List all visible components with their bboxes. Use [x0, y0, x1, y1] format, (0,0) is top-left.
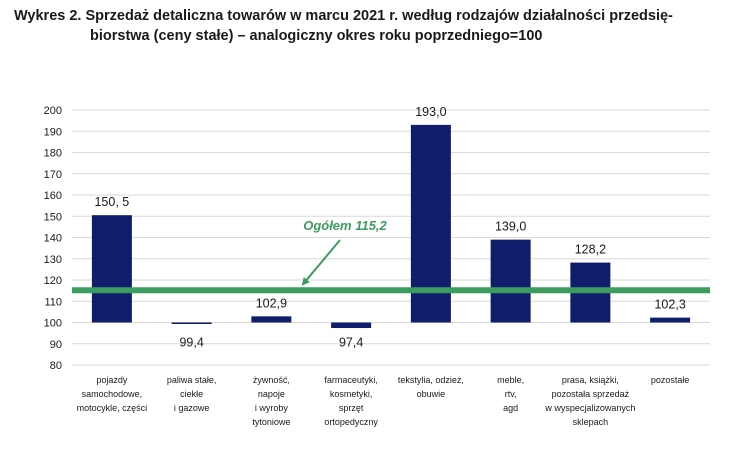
category-label: paliwa stałe, ciekłe i gazowe: [167, 375, 217, 413]
y-tick-label: 170: [44, 169, 62, 181]
data-label: 97,4: [339, 336, 363, 350]
y-tick-label: 200: [44, 105, 62, 117]
data-label: 150, 5: [94, 195, 129, 209]
y-tick-label: 90: [50, 339, 62, 351]
y-tick-label: 120: [44, 275, 62, 287]
category-labels: pojazdy samochodowe, motocykle, części pali…: [77, 375, 690, 427]
bar: [171, 322, 212, 324]
chart-title: Wykres 2. Sprzedaż detaliczna towarów w …: [14, 6, 719, 46]
y-tick-label: 150: [44, 211, 62, 223]
data-label: 128,2: [575, 243, 606, 257]
title-line-2: biorstwa (ceny stałe) – analogiczny okre…: [90, 28, 543, 44]
bars: [91, 124, 691, 329]
category-label: pojazdy samochodowe, motocykle, części: [77, 375, 148, 413]
reference-label: Ogółem 115,2: [303, 218, 387, 233]
y-tick-label: 140: [44, 233, 62, 245]
bar: [251, 316, 292, 323]
bar: [331, 322, 372, 329]
reference-line-group: Ogółem 115,2: [72, 218, 710, 294]
data-label: 139,0: [495, 220, 526, 234]
y-tick-label: 190: [44, 126, 62, 138]
y-tick-label: 100: [44, 318, 62, 330]
y-tick-label: 160: [44, 190, 62, 202]
data-label: 99,4: [179, 336, 203, 350]
bar: [490, 239, 531, 323]
category-label: pozostałe: [651, 375, 690, 385]
data-label: 193,0: [415, 105, 446, 119]
y-tick-label: 130: [44, 254, 62, 266]
y-tick-label: 80: [50, 360, 62, 372]
data-label: 102,3: [654, 298, 685, 312]
y-tick-label: 110: [44, 296, 62, 308]
grid-lines: [72, 109, 710, 366]
category-label: tekstylia, odzież, obuwie: [398, 375, 464, 399]
title-line-1: Wykres 2. Sprzedaż detaliczna towarów w …: [14, 8, 673, 24]
category-label: żywność, napoje i wyroby tytoniowe: [252, 375, 290, 427]
reference-arrow: [301, 239, 341, 286]
y-axis: 80 90 100 110 120 130 140 150 160 170 180 190 200: [44, 105, 62, 372]
y-tick-label: 180: [44, 148, 62, 160]
bar: [91, 215, 132, 323]
category-label: prasa, książki, pozostała sprzedaż w wyspe…: [544, 375, 635, 427]
category-label: meble, rtv, agd: [497, 375, 524, 413]
data-label: 102,9: [256, 296, 287, 310]
bar: [650, 317, 691, 323]
value-labels: 150, 5 99,4 102,9 97,4 193,0 139,0 128,2 102,3: [94, 105, 685, 350]
category-label: farmaceutyki, kosmetyki, sprzęt ortopedyczn…: [324, 375, 378, 427]
